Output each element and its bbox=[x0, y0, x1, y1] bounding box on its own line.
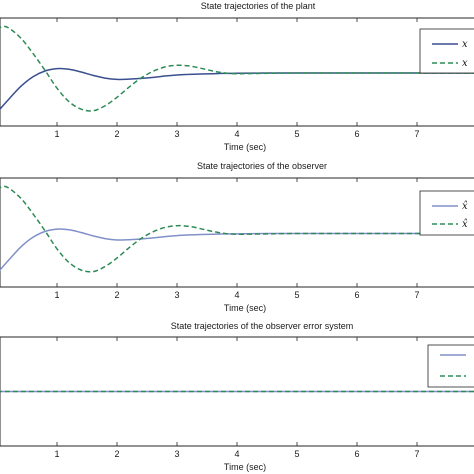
x-ticks: 1 2 3 4 5 6 7 bbox=[54, 18, 420, 139]
legend-label-x2: x bbox=[462, 58, 468, 69]
observer-chart: State trajectories of the observer 1 2 3 4 5… bbox=[0, 161, 474, 313]
x-axis-label: Time (sec) bbox=[224, 142, 266, 152]
x-tick-label: 4 bbox=[234, 129, 239, 139]
legend bbox=[427, 344, 474, 388]
plot-frame bbox=[0, 336, 474, 447]
x-tick-label: 7 bbox=[414, 290, 419, 300]
plot-frame bbox=[0, 177, 474, 288]
legend: x̂ x̂ bbox=[419, 190, 474, 236]
x-tick-label: 7 bbox=[414, 449, 419, 459]
x-tick-label: 6 bbox=[354, 290, 359, 300]
legend-box bbox=[419, 28, 474, 74]
series-line-1 bbox=[0, 228, 474, 272]
series-layer bbox=[0, 25, 474, 112]
x-tick-label: 2 bbox=[114, 129, 119, 139]
series-layer bbox=[0, 185, 474, 273]
x-tick-label: 4 bbox=[234, 449, 239, 459]
chart-title: State trajectories of the observer error… bbox=[171, 321, 354, 331]
x-tick-label: 6 bbox=[354, 449, 359, 459]
plot-frame bbox=[0, 17, 474, 127]
x-tick-label: 7 bbox=[414, 129, 419, 139]
legend-label-xhat1: x̂ bbox=[462, 201, 468, 212]
x-tick-label: 2 bbox=[114, 449, 119, 459]
series-line-1 bbox=[0, 67, 474, 111]
error-chart: State trajectories of the observer error… bbox=[0, 321, 474, 472]
chart-title: State trajectories of the observer bbox=[197, 161, 327, 171]
legend-box bbox=[419, 190, 474, 236]
x-tick-label: 6 bbox=[354, 129, 359, 139]
x-ticks: 1 2 3 4 5 6 7 bbox=[54, 337, 420, 459]
x-axis-label: Time (sec) bbox=[224, 462, 266, 472]
series-line-2 bbox=[0, 25, 474, 112]
x-tick-label: 3 bbox=[174, 129, 179, 139]
x-tick-label: 5 bbox=[294, 449, 299, 459]
legend: x x bbox=[419, 28, 474, 74]
x-tick-label: 5 bbox=[294, 129, 299, 139]
x-tick-label: 1 bbox=[54, 129, 59, 139]
x-tick-label: 1 bbox=[54, 290, 59, 300]
x-ticks: 1 2 3 4 5 6 7 bbox=[54, 178, 420, 300]
x-tick-label: 4 bbox=[234, 290, 239, 300]
x-tick-label: 1 bbox=[54, 449, 59, 459]
x-tick-label: 5 bbox=[294, 290, 299, 300]
x-tick-label: 2 bbox=[114, 290, 119, 300]
x-axis-label: Time (sec) bbox=[224, 303, 266, 313]
x-tick-label: 3 bbox=[174, 290, 179, 300]
legend-label-xhat2: x̂ bbox=[462, 219, 468, 230]
legend-label-x1: x bbox=[462, 39, 468, 50]
x-tick-label: 3 bbox=[174, 449, 179, 459]
chart-title: State trajectories of the plant bbox=[201, 1, 316, 11]
legend-box bbox=[427, 344, 474, 388]
series-line-2 bbox=[0, 185, 474, 273]
